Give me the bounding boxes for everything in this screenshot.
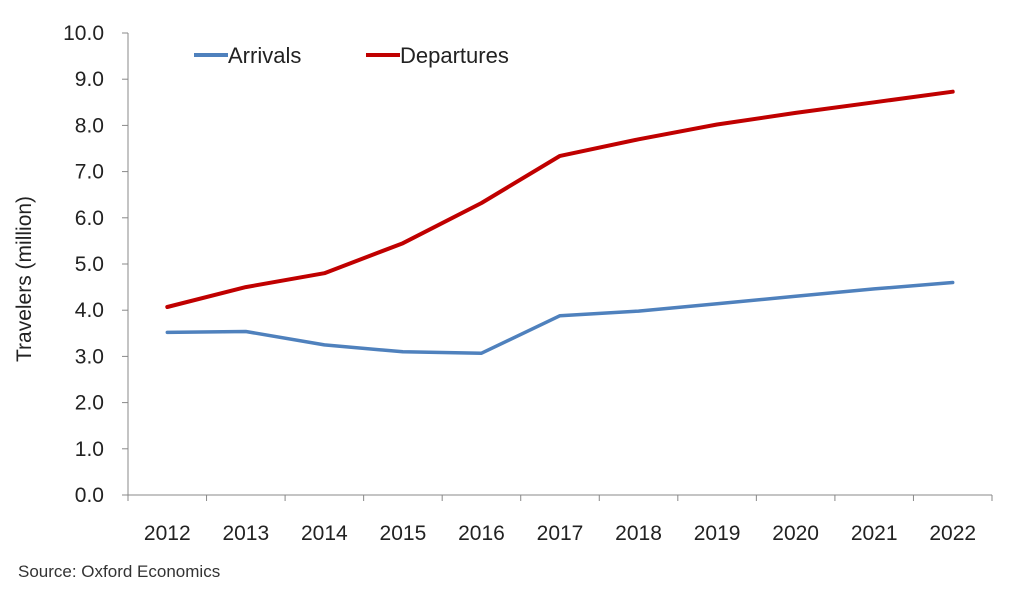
x-tick-label: 2019 (694, 522, 741, 545)
y-tick-label: 7.0 (75, 161, 104, 184)
y-tick-label: 0.0 (75, 484, 104, 507)
series-line-departures (165, 89, 955, 309)
x-tick-label: 2021 (851, 522, 898, 545)
x-tick-label: 2020 (772, 522, 819, 545)
series-layer (165, 89, 955, 355)
series-line-arrivals (165, 280, 955, 355)
source-note: Source: Oxford Economics (18, 562, 221, 581)
y-axis: 0.0 1.0 2.0 3.0 4.0 5.0 6.0 7.0 8.0 9.0 10.0 (63, 22, 129, 507)
y-tick-label: 8.0 (75, 114, 104, 137)
y-tick-label: 3.0 (75, 345, 104, 368)
x-tick-label: 2017 (537, 522, 584, 545)
y-tick-label: 10.0 (63, 22, 104, 45)
y-tick-label: 6.0 (75, 207, 104, 230)
y-tick-label: 4.0 (75, 299, 104, 322)
y-tick-label: 1.0 (75, 438, 104, 461)
legend-label-arrivals: Arrivals (228, 43, 301, 68)
y-tick-label: 5.0 (75, 253, 104, 276)
x-tick-label: 2012 (144, 522, 191, 545)
x-tick-label: 2022 (929, 522, 976, 545)
x-axis: 2012 2013 2014 2015 2016 2017 2018 2019 2020 2021… (127, 494, 993, 545)
x-tick-label: 2014 (301, 522, 348, 545)
y-tick-label: 2.0 (75, 392, 104, 415)
x-tick-label: 2013 (222, 522, 269, 545)
y-tick-label: 9.0 (75, 68, 104, 91)
y-axis-title: Travelers (million) (13, 196, 36, 362)
x-tick-label: 2016 (458, 522, 505, 545)
x-tick-label: 2015 (380, 522, 427, 545)
legend: Arrivals Departures (194, 43, 509, 68)
x-tick-label: 2018 (615, 522, 662, 545)
legend-label-departures: Departures (400, 43, 509, 68)
